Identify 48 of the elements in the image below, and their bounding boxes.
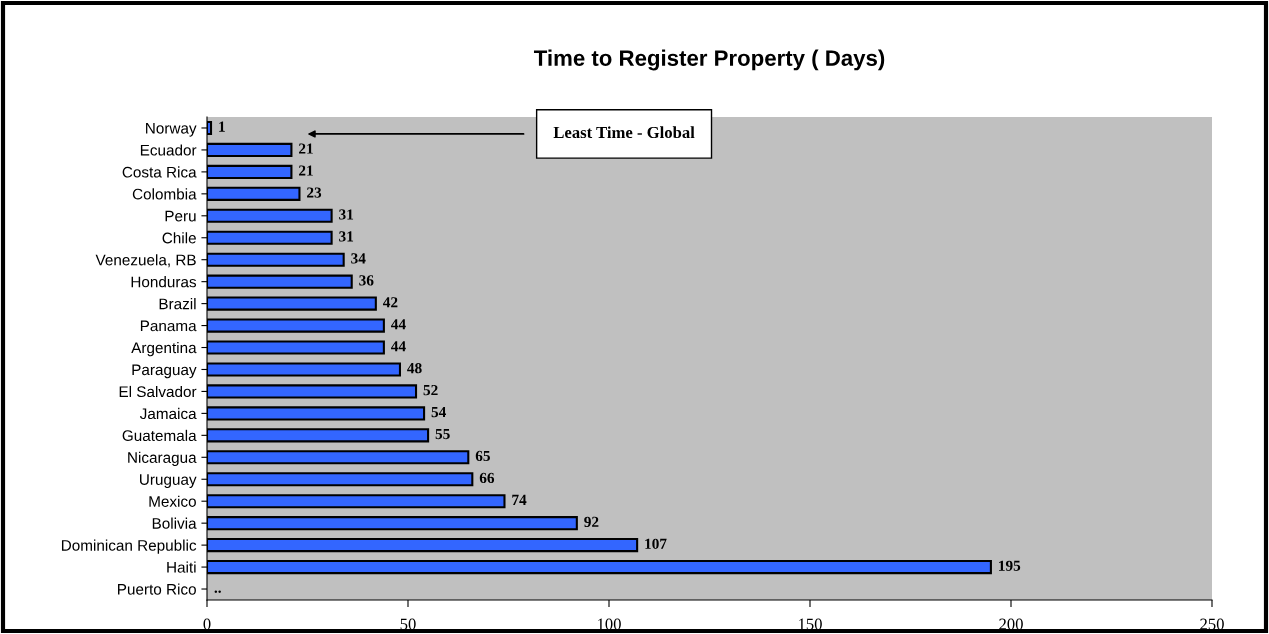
x-tick-label: 100	[597, 618, 621, 630]
data-label: 107	[645, 538, 667, 549]
y-tick-label: Nicaragua	[128, 451, 197, 466]
chart-title: Time to Register Property ( Days)	[533, 49, 885, 71]
data-label: 44	[391, 341, 406, 352]
y-tick-label: Puerto Rico	[118, 583, 196, 595]
data-label: 31	[339, 209, 354, 220]
y-tick-label: Venezuela, RB	[95, 254, 196, 268]
y-tick-label: Uruguay	[140, 474, 197, 488]
y-tick-label: Ecuador	[140, 144, 197, 156]
y-tick-label: Brazil	[159, 298, 196, 310]
y-tick-label: Guatemala	[122, 429, 197, 442]
data-label: 21	[299, 165, 313, 176]
y-tick-label: Panama	[140, 320, 197, 332]
data-label: 55	[435, 429, 450, 440]
y-tick-label: Bolivia	[152, 517, 197, 529]
data-label: 52	[423, 384, 438, 396]
data-label: 74	[512, 494, 527, 505]
data-label: 65	[475, 450, 490, 462]
y-tick-label: Chile	[162, 232, 196, 244]
y-tick-label: El Salvador	[119, 385, 197, 398]
data-label: 48	[407, 362, 422, 374]
data-label: 36	[359, 275, 374, 286]
data-label: 92	[584, 516, 599, 527]
text: ..	[214, 590, 221, 593]
data-label: 34	[351, 253, 366, 264]
y-tick-label: Haiti	[167, 561, 196, 573]
data-label: 23	[307, 187, 322, 198]
y-tick-label: Jamaica	[139, 407, 197, 420]
data-label: 42	[382, 297, 398, 308]
data-label: 44	[391, 319, 406, 330]
data-label: 21	[299, 143, 313, 154]
y-tick-label: Paraguay	[132, 364, 197, 379]
data-label: 1	[219, 121, 225, 132]
y-tick-label: Colombia	[132, 188, 197, 200]
data-label: 66	[479, 472, 495, 484]
data-label: 54	[431, 407, 447, 418]
y-tick-label: Dominican Republic	[61, 539, 197, 554]
y-tick-label: Norway	[146, 123, 197, 137]
y-tick-label: Honduras	[131, 276, 197, 288]
data-label: 31	[339, 231, 354, 242]
data-label: 195	[999, 560, 1021, 571]
annotation: Least Time - Global	[553, 126, 695, 139]
y-tick-label: Costa Rica	[122, 166, 197, 178]
y-tick-label: Peru	[165, 210, 196, 222]
y-tick-label: Argentina	[131, 341, 197, 357]
y-tick-label: Mexico	[149, 495, 196, 507]
x-tick-label: 0	[203, 618, 211, 630]
